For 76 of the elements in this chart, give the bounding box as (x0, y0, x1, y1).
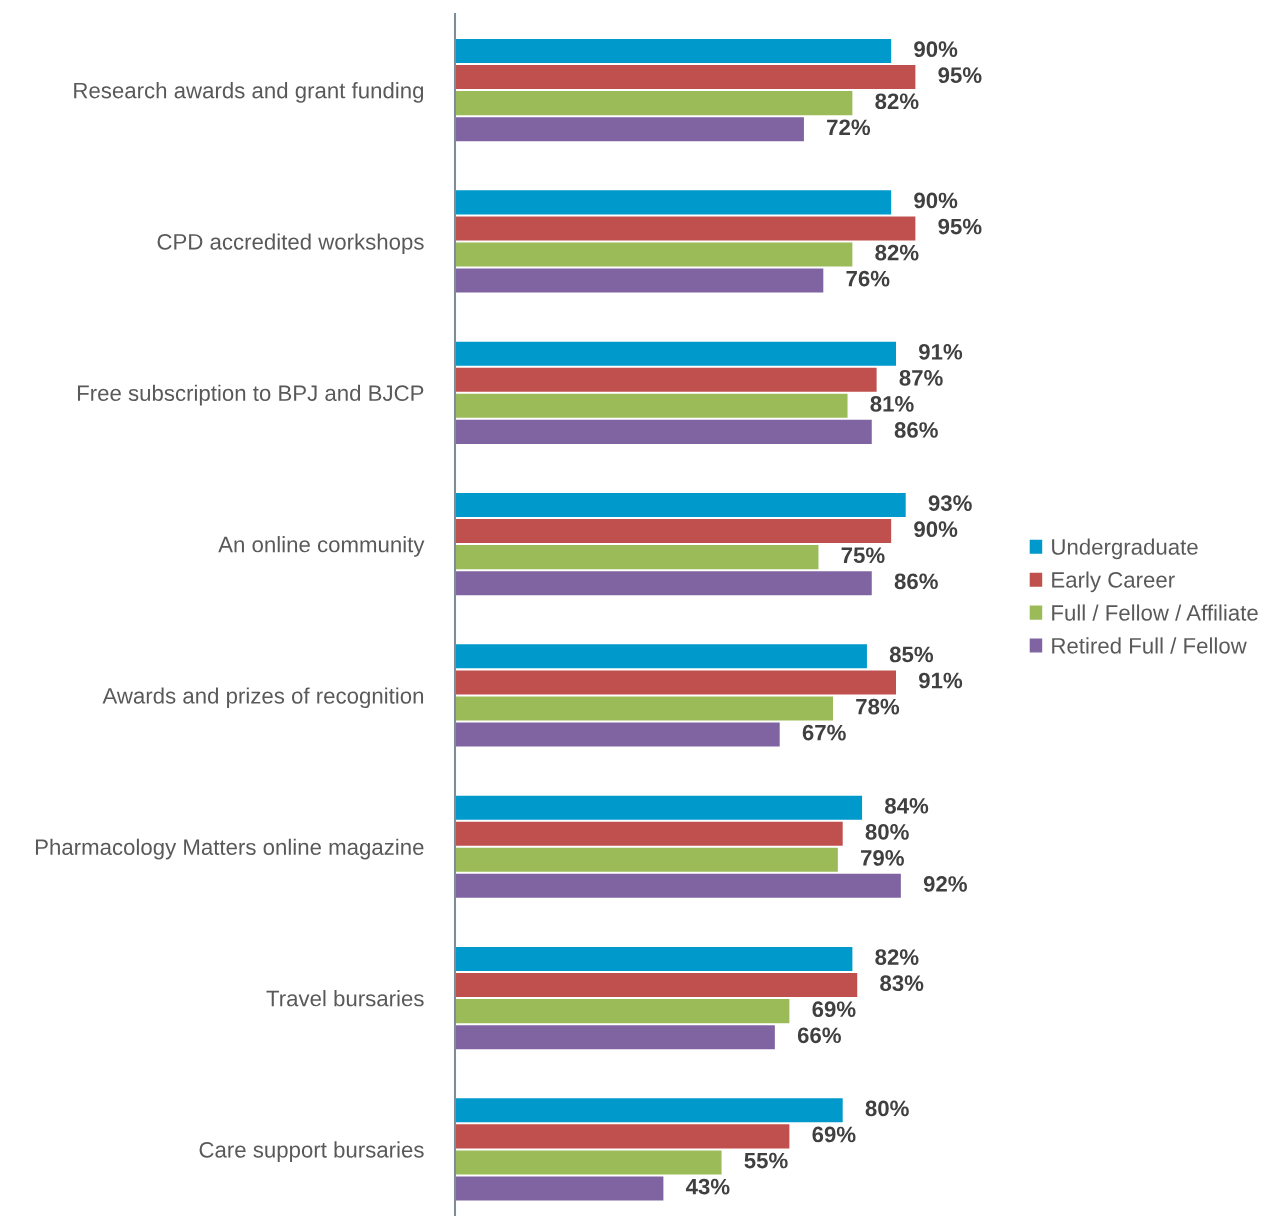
data-label: 69% (812, 1001, 856, 1018)
bar (455, 39, 892, 64)
data-label: 93% (928, 495, 972, 512)
legend-label: Undergraduate (1052, 538, 1198, 560)
legend-label: Early Career (1052, 571, 1175, 593)
data-label: 82% (875, 949, 919, 965)
data-label: 85% (889, 646, 934, 663)
bar (455, 91, 853, 116)
data-label: 80% (865, 1100, 909, 1117)
bar (455, 341, 896, 366)
data-label: 84% (885, 797, 929, 814)
legend-label: Retired Full / Fellow (1052, 637, 1247, 654)
bar (455, 696, 833, 721)
bar (455, 117, 804, 142)
data-label: 66% (797, 1027, 841, 1044)
legend-label: Full / Fellow / Affiliate (1052, 604, 1258, 621)
bar (455, 492, 906, 518)
y-tick-label: CPD accredited workshops (157, 233, 424, 255)
bar (455, 946, 853, 972)
y-tick-label: An online community (218, 536, 425, 557)
bar (455, 873, 901, 898)
y-tick-label: Awards and prizes of recognition (102, 687, 424, 709)
bar (455, 1150, 722, 1175)
bar (455, 190, 892, 215)
bar (455, 393, 848, 418)
data-label: 92% (923, 876, 967, 892)
bar (455, 242, 853, 267)
data-label: 79% (861, 850, 904, 866)
y-tick-label: Research awards and grant funding (74, 82, 424, 103)
data-label: 95% (938, 218, 982, 235)
bar (455, 847, 838, 872)
data-label: 55% (744, 1152, 788, 1169)
data-label: 86% (894, 573, 938, 590)
bar (455, 519, 892, 544)
data-label: 91% (919, 343, 963, 360)
bar (455, 545, 819, 570)
bar (455, 795, 863, 820)
data-label: 78% (856, 698, 900, 715)
bar (455, 973, 858, 998)
y-tick-label: Travel bursaries (266, 990, 424, 1007)
bar (455, 1098, 843, 1123)
data-label: 86% (894, 422, 938, 438)
bar (455, 419, 872, 444)
bar (455, 367, 877, 392)
bar (455, 571, 872, 596)
y-tick-label: Care support bursaries (199, 1141, 424, 1163)
data-label: 76% (846, 270, 890, 287)
data-label: 91% (919, 672, 963, 689)
bar (455, 722, 780, 747)
data-label: 95% (938, 67, 982, 84)
data-label: 69% (812, 1126, 856, 1143)
data-label: 87% (899, 369, 943, 386)
data-label: 75% (841, 547, 885, 564)
data-label: 90% (914, 521, 958, 538)
data-label: 82% (875, 93, 919, 110)
bar (455, 821, 843, 846)
bar (455, 65, 916, 90)
data-label: 90% (914, 41, 958, 57)
data-label: 72% (827, 119, 871, 136)
data-label: 90% (914, 192, 958, 209)
data-label: 43% (685, 1178, 730, 1195)
data-label: 83% (880, 975, 924, 992)
bar (455, 999, 790, 1024)
data-label: 81% (870, 396, 914, 412)
bar (455, 1025, 775, 1050)
data-label: 80% (865, 823, 909, 840)
y-tick-label: Pharmacology Matters online magazine (35, 838, 424, 860)
bar (455, 644, 867, 669)
bar (455, 268, 824, 293)
bar (455, 1124, 790, 1149)
bar (455, 1176, 664, 1201)
data-label: 67% (802, 724, 846, 741)
bar (455, 216, 916, 241)
bar (455, 670, 896, 695)
y-tick-label: Free subscription to BPJ and BJCP (77, 384, 424, 406)
data-label: 82% (875, 244, 919, 261)
